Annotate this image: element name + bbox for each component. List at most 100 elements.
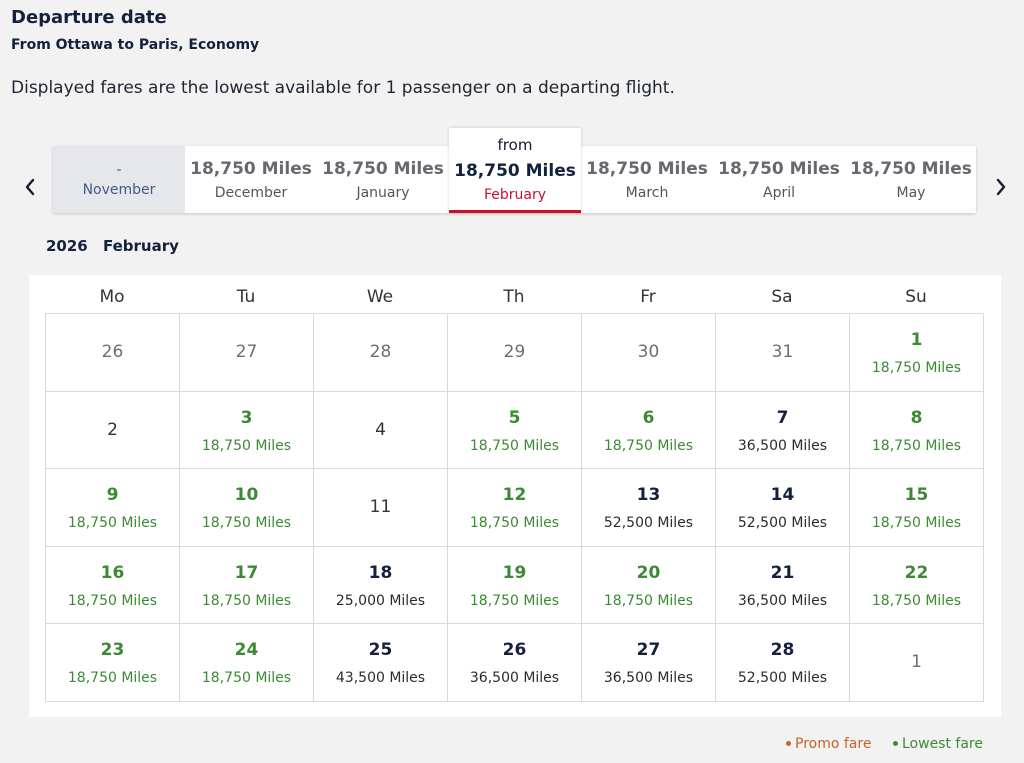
- day-number: 5: [508, 407, 521, 428]
- calendar-day-cell[interactable]: 4: [314, 391, 448, 470]
- calendar-day-cell[interactable]: 26 36,500 Miles: [448, 624, 582, 702]
- calendar-day-cell[interactable]: 6 18,750 Miles: [582, 391, 716, 470]
- lowest-dot-icon: [893, 740, 898, 746]
- month-price: 18,750 Miles: [718, 159, 840, 179]
- calendar-day-cell: 27: [180, 314, 314, 392]
- month-price: 18,750 Miles: [454, 161, 576, 181]
- calendar-day-cell[interactable]: 1 18,750 Miles: [850, 314, 984, 392]
- day-fare: 25,000 Miles: [335, 592, 426, 609]
- calendar-day-cell[interactable]: 27 36,500 Miles: [582, 624, 716, 702]
- day-fare: 18,750 Miles: [871, 437, 962, 454]
- weekday-label: Th: [503, 287, 525, 307]
- day-fare: 52,500 Miles: [603, 515, 694, 532]
- month-tab-january[interactable]: 18,750 Miles January: [317, 146, 449, 213]
- calendar-day-cell[interactable]: 9 18,750 Miles: [46, 469, 180, 547]
- day-number: 16: [100, 562, 125, 583]
- day-fare: 18,750 Miles: [871, 592, 962, 609]
- day-fare: 18,750 Miles: [469, 437, 560, 454]
- month-name: December: [214, 185, 288, 201]
- day-fare: 18,750 Miles: [67, 592, 158, 609]
- month-tab-april[interactable]: 18,750 Miles April: [713, 146, 845, 213]
- day-number: 4: [375, 419, 386, 440]
- calendar-day-cell[interactable]: 5 18,750 Miles: [448, 391, 582, 470]
- day-number: 25: [368, 640, 393, 661]
- calendar-day-cell[interactable]: 15 18,750 Miles: [850, 469, 984, 547]
- day-fare: 18,750 Miles: [201, 592, 292, 609]
- month-name: February: [483, 187, 547, 203]
- calendar-day-cell[interactable]: 28 52,500 Miles: [716, 624, 850, 702]
- calendar-day-cell[interactable]: 11: [314, 469, 448, 547]
- month-price: 18,750 Miles: [850, 159, 972, 179]
- calendar-day-cell[interactable]: 13 52,500 Miles: [582, 469, 716, 547]
- day-number: 18: [368, 562, 393, 583]
- calendar-day-cell: 31: [716, 314, 850, 392]
- month-tab-february[interactable]: from 18,750 Miles February: [449, 128, 581, 213]
- day-number: 7: [776, 407, 789, 428]
- day-number: 13: [636, 485, 661, 506]
- chevron-right-icon: [996, 178, 1006, 196]
- calendar-month: February: [102, 237, 179, 255]
- weekday-label: We: [366, 287, 394, 307]
- day-number: 11: [369, 497, 392, 518]
- day-fare: 52,500 Miles: [737, 670, 828, 687]
- day-number: 26: [101, 342, 124, 362]
- month-name: April: [763, 185, 795, 201]
- day-number: 10: [234, 485, 259, 506]
- month-tab-may[interactable]: 18,750 Miles May: [845, 146, 977, 213]
- month-name: November: [82, 182, 156, 198]
- day-fare: 18,750 Miles: [603, 437, 694, 454]
- page-title: Departure date: [11, 7, 167, 28]
- day-fare: 52,500 Miles: [737, 515, 828, 532]
- day-fare: 43,500 Miles: [335, 670, 426, 687]
- day-fare: 18,750 Miles: [871, 360, 962, 376]
- day-number: 6: [642, 407, 655, 428]
- day-number: 27: [235, 342, 258, 362]
- weekday-label: Sa: [771, 287, 793, 307]
- day-number: 29: [503, 342, 526, 362]
- month-tab-november[interactable]: - November: [53, 146, 185, 213]
- calendar-day-cell[interactable]: 22 18,750 Miles: [850, 546, 984, 625]
- calendar-day-cell[interactable]: 2: [46, 391, 180, 470]
- calendar-day-cell[interactable]: 24 18,750 Miles: [180, 624, 314, 702]
- next-months-button[interactable]: [991, 174, 1011, 200]
- day-number: 1: [910, 330, 923, 350]
- day-fare: 36,500 Miles: [603, 670, 694, 687]
- calendar-day-cell[interactable]: 3 18,750 Miles: [180, 391, 314, 470]
- month-tab-december[interactable]: 18,750 Miles December: [185, 146, 317, 213]
- calendar-day-cell[interactable]: 7 36,500 Miles: [716, 391, 850, 470]
- legend-promo-label: Promo fare: [795, 736, 872, 752]
- calendar-day-cell: 26: [46, 314, 180, 392]
- route-subtitle: From Ottawa to Paris, Economy: [11, 37, 260, 53]
- calendar-day-cell[interactable]: 21 36,500 Miles: [716, 546, 850, 625]
- calendar-day-cell: 28: [314, 314, 448, 392]
- day-fare: 18,750 Miles: [201, 437, 292, 454]
- calendar-day-cell[interactable]: 12 18,750 Miles: [448, 469, 582, 547]
- month-price: 18,750 Miles: [586, 159, 708, 179]
- calendar-day-cell[interactable]: 14 52,500 Miles: [716, 469, 850, 547]
- month-name: January: [356, 185, 410, 201]
- day-number: 20: [636, 562, 661, 583]
- day-number: 12: [502, 485, 527, 506]
- calendar-day-cell[interactable]: 10 18,750 Miles: [180, 469, 314, 547]
- month-tab-march[interactable]: 18,750 Miles March: [581, 146, 713, 213]
- day-number: 2: [107, 419, 118, 440]
- day-fare: 36,500 Miles: [737, 437, 828, 454]
- previous-months-button[interactable]: [20, 174, 40, 200]
- calendar-heading: 2026 February: [46, 237, 189, 255]
- calendar-day-cell[interactable]: 8 18,750 Miles: [850, 391, 984, 470]
- weekday-label: Fr: [640, 287, 656, 307]
- weekday-label: Mo: [99, 287, 125, 307]
- calendar-day-cell[interactable]: 17 18,750 Miles: [180, 546, 314, 625]
- calendar-day-cell[interactable]: 19 18,750 Miles: [448, 546, 582, 625]
- calendar-day-cell[interactable]: 20 18,750 Miles: [582, 546, 716, 625]
- calendar-day-cell[interactable]: 23 18,750 Miles: [46, 624, 180, 702]
- day-number: 8: [910, 407, 923, 428]
- day-number: 24: [234, 640, 259, 661]
- weekday-header: Mo Tu We Th Fr Sa Su: [45, 287, 985, 309]
- calendar-day-cell[interactable]: 25 43,500 Miles: [314, 624, 448, 702]
- day-fare: 18,750 Miles: [469, 515, 560, 532]
- calendar-grid: 26 27 28 29 30 31 1 18,750 Miles 2 3 18,750 Miles 4…: [45, 313, 984, 702]
- day-fare: 18,750 Miles: [603, 592, 694, 609]
- calendar-day-cell[interactable]: 18 25,000 Miles: [314, 546, 448, 625]
- calendar-day-cell[interactable]: 16 18,750 Miles: [46, 546, 180, 625]
